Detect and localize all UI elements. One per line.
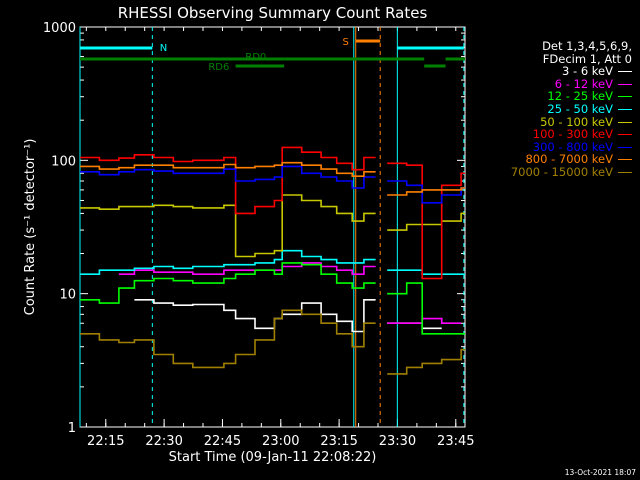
legend-swatch — [618, 83, 632, 85]
legend-entry: 100 - 300 keV — [462, 128, 632, 141]
flag-label-s: S — [343, 37, 349, 48]
series-line-2 — [80, 262, 465, 335]
legend-entry-label: 25 - 50 keV — [547, 101, 613, 116]
legend-swatch — [618, 71, 632, 73]
y-tick-label: 1 — [68, 421, 76, 436]
legend-entry-label: 3 - 6 keV — [562, 64, 613, 79]
series-line-7 — [80, 161, 465, 196]
y-tick-label: 1000 — [43, 21, 76, 36]
series-line-0 — [134, 299, 442, 333]
y-tick-label: 10 — [59, 288, 76, 303]
legend-entry: 3 - 6 keV — [462, 65, 632, 78]
legend-entry: 25 - 50 keV — [462, 103, 632, 116]
legend-header-line-1: Det 1,3,4,5,6,9, — [542, 39, 632, 53]
series-line-6 — [80, 165, 465, 204]
legend-header-line-2: FDecim 1, Att 0 — [542, 51, 632, 66]
timestamp-footer: 13-Oct-2021 18:07 — [564, 468, 636, 477]
flag-label-rd0: RD0 — [245, 52, 266, 63]
legend-entry: 6 - 12 keV — [462, 76, 632, 91]
series-line-8 — [80, 309, 465, 375]
legend-entry-label: 12 - 25 keV — [547, 89, 613, 104]
legend-entry: 12 - 25 keV — [462, 90, 632, 103]
legend-swatch — [618, 146, 632, 148]
y-axis-label: Count Rate (s⁻¹ detector⁻¹) — [23, 139, 38, 316]
x-tick-label: 23:30 — [379, 434, 416, 449]
legend-swatch — [618, 121, 632, 123]
series-line-5 — [80, 146, 465, 280]
legend-entry: 7000 - 15000 keV — [462, 166, 632, 179]
legend-entry-label: 300 - 800 keV — [532, 139, 613, 154]
legend-entry-label: 50 - 100 keV — [540, 114, 613, 129]
x-tick-label: 23:45 — [437, 434, 474, 449]
x-tick-label: 22:15 — [87, 434, 124, 449]
flag-label-rd6: RD6 — [208, 62, 229, 73]
legend-entry: 800 - 7000 keV — [462, 153, 632, 166]
legend-swatch — [618, 171, 632, 173]
x-tick-label: 22:30 — [145, 434, 182, 449]
x-tick-label: 23:00 — [262, 434, 299, 449]
legend-swatch — [618, 108, 632, 110]
legend-entry-label: 100 - 300 keV — [532, 127, 613, 142]
series-line-4 — [80, 194, 465, 258]
x-tick-label: 22:45 — [204, 434, 241, 449]
legend-entry: 300 - 800 keV — [462, 139, 632, 154]
legend-entry-label: 7000 - 15000 keV — [510, 164, 613, 179]
flag-label-n: N — [160, 43, 167, 54]
legend-swatch — [618, 134, 632, 136]
legend-swatch — [618, 159, 632, 161]
legend-entry: 50 - 100 keV — [462, 114, 632, 129]
legend-swatch — [618, 96, 632, 98]
x-axis-label: Start Time (09-Jan-11 22:08:22) — [169, 450, 377, 465]
chart-legend: Det 1,3,4,5,6,9, FDecim 1, Att 0 3 - 6 k… — [462, 40, 632, 179]
legend-entry-label: 6 - 12 keV — [554, 76, 613, 91]
chart-title: RHESSI Observing Summary Count Rates — [118, 4, 428, 22]
legend-entry-label: 800 - 7000 keV — [525, 152, 613, 167]
x-tick-label: 23:15 — [320, 434, 357, 449]
y-tick-label: 100 — [51, 154, 76, 169]
